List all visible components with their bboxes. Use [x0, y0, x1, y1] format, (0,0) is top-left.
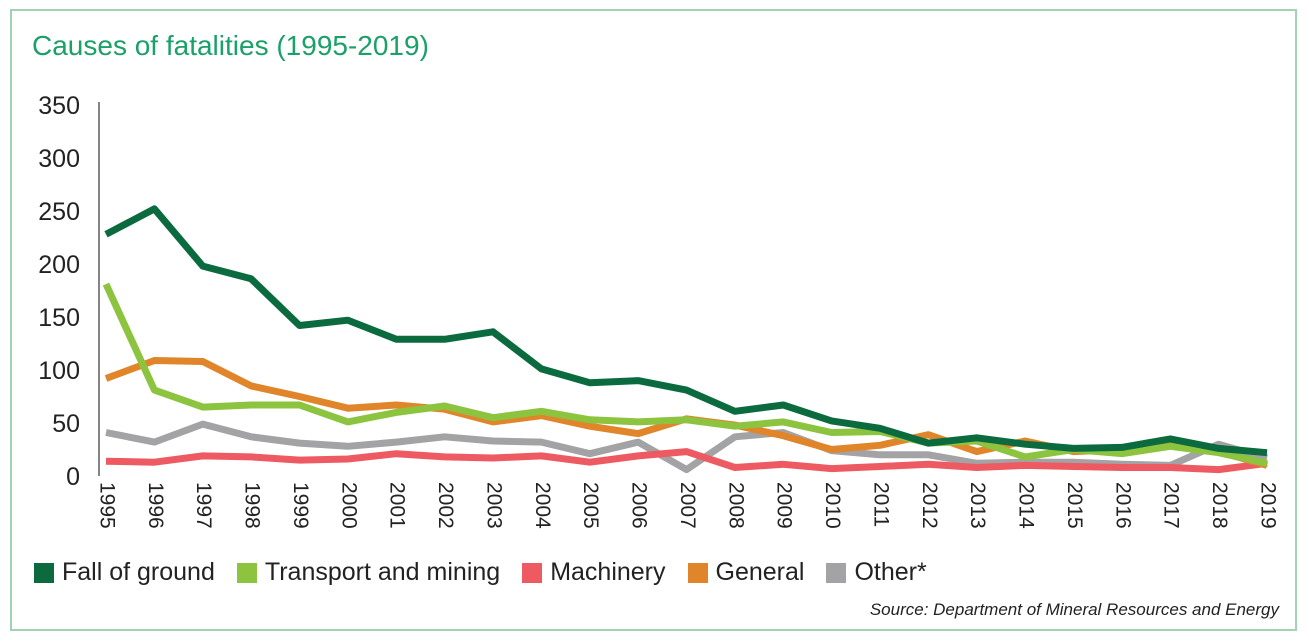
legend-label: Fall of ground: [62, 558, 215, 586]
legend-label: Machinery: [550, 558, 666, 586]
x-tick-label: 2003: [482, 482, 505, 529]
legend-swatch: [522, 562, 543, 583]
x-tick-label: 1999: [289, 482, 312, 529]
y-tick-label: 300: [38, 145, 80, 173]
x-tick-label: 2007: [676, 482, 699, 529]
x-tick-label: 2010: [821, 482, 844, 529]
x-tick-label: 2001: [386, 482, 409, 529]
x-tick-label: 2016: [1111, 482, 1134, 529]
x-tick-label: 2004: [531, 482, 554, 529]
x-tick-label: 1997: [192, 482, 215, 529]
y-tick-label: 150: [38, 304, 80, 332]
chart-title: Causes of fatalities (1995-2019): [32, 30, 429, 61]
x-tick-label: 2018: [1208, 482, 1231, 529]
x-tick-label: 2006: [628, 482, 651, 529]
legend-item: Fall of ground: [34, 558, 215, 587]
series-line-machinery: [105, 448, 1268, 474]
chart-frame: [10, 9, 1297, 631]
y-tick-label: 250: [38, 198, 80, 226]
x-tick-label: 2009: [773, 482, 796, 529]
legend: Fall of ground Transport and mining Machin…: [34, 558, 949, 587]
legend-swatch: [236, 562, 257, 583]
x-axis: 1995 1996 1997 1998 1999 2000 2001 2002 2003 2004…: [95, 482, 1279, 529]
x-tick-label: 1998: [241, 482, 264, 529]
y-axis: 0 50 100 150 200 250 300 350: [38, 92, 100, 491]
x-tick-label: 2015: [1063, 482, 1086, 529]
legend-label: Transport and mining: [264, 558, 501, 586]
y-tick-label: 350: [38, 92, 80, 120]
series-layer: [102, 205, 1268, 474]
legend-swatch: [34, 562, 54, 583]
x-tick-label: 2008: [724, 482, 747, 529]
x-tick-label: 2000: [337, 482, 360, 529]
x-tick-label: 2011: [869, 482, 892, 527]
legend-label: Other*: [854, 558, 927, 586]
legend-swatch: [687, 562, 708, 583]
x-tick-label: 2002: [434, 482, 457, 529]
series-line-other: [105, 420, 1268, 474]
x-tick-label: 2012: [918, 482, 941, 529]
legend-item: Machinery: [522, 558, 666, 587]
legend-item: Transport and mining: [236, 558, 501, 587]
x-tick-label: 2005: [579, 482, 602, 529]
x-tick-label: 1996: [144, 482, 167, 529]
y-tick-label: 100: [38, 357, 80, 385]
source-note: Source: Department of Mineral Resources …: [869, 600, 1279, 619]
legend-label: General: [715, 558, 805, 586]
y-tick-label: 50: [52, 410, 80, 438]
y-tick-label: 200: [38, 251, 80, 279]
legend-item: General: [687, 558, 805, 587]
x-tick-label: 2019: [1256, 482, 1279, 529]
y-tick-label: 0: [66, 463, 80, 491]
x-tick-label: 2017: [1160, 482, 1183, 529]
series-line-fall-of-ground: [104, 205, 1268, 457]
legend-item: Other*: [826, 558, 927, 587]
x-tick-label: 1995: [95, 482, 118, 529]
legend-swatch: [826, 562, 847, 583]
x-tick-label: 2013: [966, 482, 989, 529]
x-tick-label: 2014: [1015, 482, 1038, 529]
